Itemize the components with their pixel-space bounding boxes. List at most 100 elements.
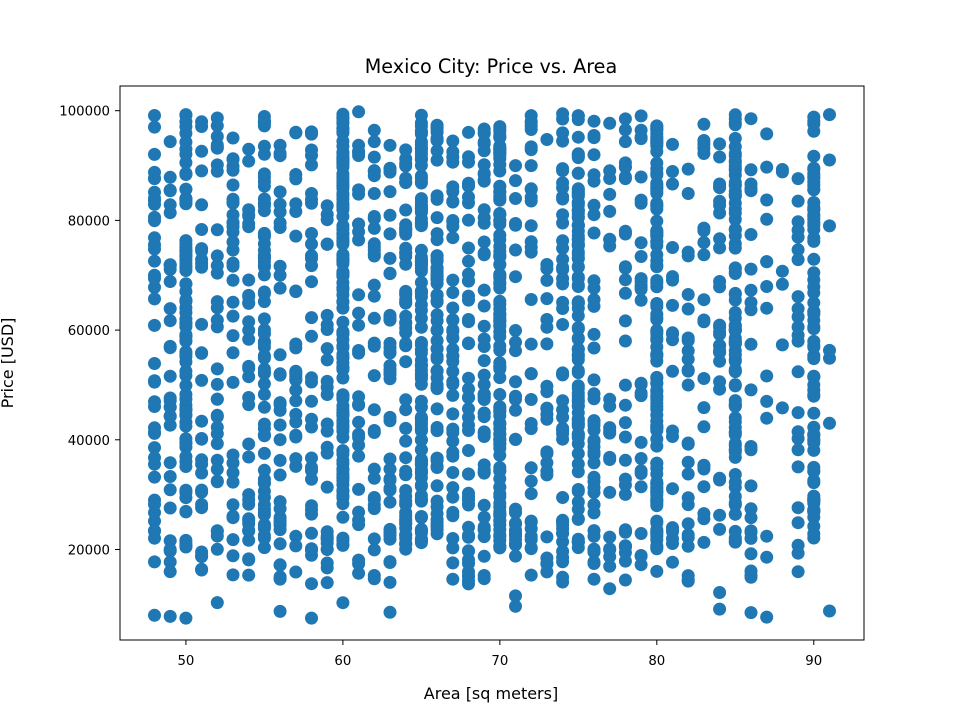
data-point: [210, 111, 224, 125]
data-point: [195, 549, 209, 563]
data-point: [336, 430, 350, 444]
data-point: [587, 114, 601, 128]
data-point: [414, 311, 428, 325]
data-point: [273, 146, 287, 160]
data-point: [226, 153, 240, 166]
data-point: [556, 526, 570, 540]
data-point: [493, 271, 507, 285]
data-point: [728, 108, 742, 122]
data-point: [446, 286, 460, 299]
data-point: [493, 496, 507, 510]
data-point: [383, 308, 397, 322]
data-point: [650, 390, 664, 404]
data-point: [587, 415, 601, 428]
data-point: [210, 453, 224, 467]
data-point: [289, 565, 303, 579]
data-point: [728, 241, 742, 255]
data-point: [148, 172, 161, 186]
data-point: [257, 255, 271, 268]
data-point: [571, 130, 585, 144]
data-point: [336, 115, 350, 129]
data-point: [399, 403, 413, 417]
data-point: [587, 470, 601, 484]
data-point: [446, 219, 460, 233]
data-point: [430, 334, 444, 348]
data-point: [462, 254, 475, 268]
data-point: [210, 410, 224, 424]
data-point: [634, 386, 648, 400]
data-point: [352, 187, 366, 201]
data-point: [524, 337, 538, 351]
data-point: [713, 602, 727, 616]
data-point: [618, 314, 632, 328]
data-point: [618, 273, 632, 287]
data-point: [524, 293, 538, 306]
data-point: [148, 191, 161, 205]
data-point: [634, 130, 648, 144]
data-point: [273, 495, 287, 509]
data-point: [540, 273, 554, 287]
data-point: [681, 517, 695, 531]
data-point: [713, 473, 727, 487]
data-point: [697, 372, 711, 385]
data-point: [305, 507, 318, 521]
data-point: [823, 604, 836, 618]
data-point: [336, 294, 350, 308]
data-point: [210, 301, 224, 315]
data-point: [587, 168, 601, 182]
data-point: [666, 270, 679, 284]
data-point: [540, 262, 554, 276]
data-point: [352, 553, 366, 567]
data-point: [430, 267, 444, 280]
data-point: [618, 378, 632, 392]
data-point: [195, 373, 209, 387]
data-point: [807, 493, 821, 507]
data-point: [634, 236, 648, 250]
data-point: [571, 348, 585, 362]
data-point: [462, 390, 475, 404]
data-point: [524, 119, 538, 133]
data-point: [760, 529, 774, 543]
data-point: [477, 549, 491, 563]
data-point: [493, 319, 507, 333]
y-tick-label: 100000: [59, 105, 110, 120]
data-point: [587, 208, 601, 222]
data-point: [226, 511, 240, 525]
data-point: [650, 248, 664, 262]
data-point: [163, 470, 177, 483]
data-point: [257, 204, 271, 218]
data-point: [195, 260, 209, 274]
data-point: [430, 211, 444, 225]
data-point: [728, 415, 742, 429]
data-point: [226, 131, 240, 145]
data-point: [430, 314, 444, 328]
data-point: [477, 299, 491, 313]
data-point: [728, 147, 742, 160]
data-point: [242, 450, 256, 464]
data-point: [697, 401, 711, 415]
data-point: [524, 235, 538, 249]
data-point: [713, 137, 727, 151]
data-point: [681, 162, 695, 176]
data-point: [587, 131, 601, 145]
data-point: [446, 365, 460, 378]
data-point: [305, 237, 318, 251]
data-point: [603, 204, 617, 218]
data-point: [477, 354, 491, 368]
data-point: [446, 180, 460, 194]
data-point: [352, 344, 366, 357]
data-point: [697, 507, 711, 521]
data-point: [744, 383, 758, 397]
data-point: [807, 200, 821, 214]
data-point: [728, 334, 742, 348]
data-point: [634, 193, 648, 207]
data-point: [430, 364, 444, 378]
data-point: [587, 274, 601, 288]
data-point: [148, 109, 161, 122]
data-point: [383, 138, 397, 152]
data-point: [430, 402, 444, 416]
data-point: [556, 181, 570, 195]
data-point: [414, 147, 428, 161]
x-axis: 50 60 70 80 90: [177, 640, 822, 669]
data-point: [257, 541, 271, 555]
